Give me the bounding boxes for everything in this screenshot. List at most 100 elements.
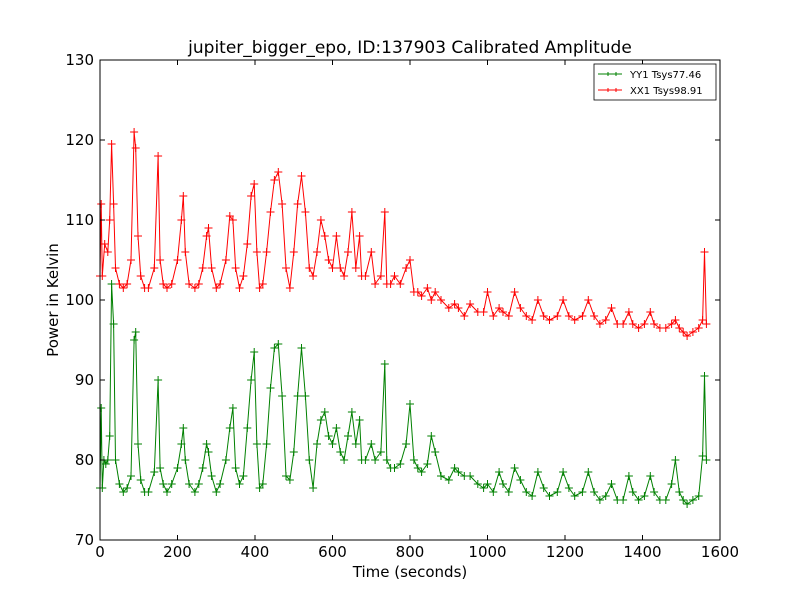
data-point bbox=[247, 376, 256, 384]
series-layer bbox=[96, 128, 711, 508]
data-point bbox=[243, 240, 252, 248]
data-point bbox=[198, 264, 207, 272]
data-point bbox=[228, 216, 237, 224]
data-point bbox=[437, 296, 445, 304]
data-point bbox=[495, 304, 504, 312]
data-point bbox=[324, 256, 333, 264]
data-point bbox=[313, 440, 321, 448]
data-point bbox=[274, 168, 283, 176]
data-point bbox=[522, 312, 531, 320]
y-tick-label: 70 bbox=[75, 531, 94, 549]
data-point bbox=[156, 256, 165, 264]
data-point bbox=[179, 424, 188, 432]
data-point bbox=[255, 484, 264, 492]
data-point bbox=[167, 480, 176, 488]
data-point bbox=[460, 312, 469, 320]
series-line bbox=[99, 283, 707, 505]
data-point bbox=[344, 432, 352, 440]
data-point bbox=[252, 440, 261, 448]
data-point bbox=[559, 296, 568, 304]
data-point bbox=[266, 384, 275, 392]
data-point bbox=[255, 284, 264, 292]
data-point bbox=[590, 312, 599, 320]
data-point bbox=[516, 304, 525, 312]
data-point bbox=[105, 216, 114, 224]
data-point bbox=[344, 248, 352, 256]
data-point bbox=[144, 284, 153, 292]
x-tick-label: 1600 bbox=[701, 543, 739, 561]
data-point bbox=[406, 400, 414, 408]
data-point bbox=[101, 460, 110, 468]
x-tick-label: 800 bbox=[396, 543, 425, 561]
data-point bbox=[194, 480, 203, 488]
data-point bbox=[181, 456, 190, 464]
legend-marker-yy1 bbox=[606, 72, 618, 76]
data-point bbox=[119, 284, 128, 292]
data-point bbox=[578, 312, 587, 320]
data-point bbox=[185, 280, 194, 288]
data-point bbox=[115, 480, 124, 488]
data-point bbox=[417, 292, 426, 300]
data-point bbox=[301, 392, 310, 400]
data-point bbox=[406, 256, 414, 264]
data-point bbox=[105, 432, 114, 440]
data-point bbox=[270, 344, 279, 352]
chart-title: jupiter_bigger_epo, ID:137903 Calibrated… bbox=[187, 38, 632, 58]
data-point bbox=[371, 456, 380, 464]
data-point bbox=[646, 308, 655, 316]
data-point bbox=[97, 200, 106, 208]
y-tick-label: 110 bbox=[65, 211, 94, 229]
data-point bbox=[212, 284, 221, 292]
data-point bbox=[320, 232, 329, 240]
data-point bbox=[282, 264, 290, 272]
data-point bbox=[194, 280, 203, 288]
data-point bbox=[190, 488, 199, 496]
data-point bbox=[698, 316, 707, 324]
data-point bbox=[127, 256, 135, 264]
data-point bbox=[107, 140, 116, 148]
data-point bbox=[204, 224, 213, 232]
data-point bbox=[667, 320, 676, 328]
data-point bbox=[564, 484, 573, 492]
data-point bbox=[688, 496, 697, 504]
data-point bbox=[316, 216, 325, 224]
data-point bbox=[702, 320, 711, 328]
data-point bbox=[450, 300, 459, 308]
data-point bbox=[683, 500, 692, 508]
legend-marker-xx1 bbox=[606, 88, 618, 92]
data-point bbox=[107, 280, 116, 288]
data-point bbox=[367, 440, 376, 448]
data-point bbox=[177, 216, 186, 224]
data-point bbox=[539, 312, 548, 320]
data-point bbox=[553, 312, 562, 320]
x-tick-label: 1200 bbox=[546, 543, 584, 561]
data-point bbox=[564, 312, 573, 320]
data-point bbox=[202, 440, 211, 448]
data-point bbox=[444, 304, 453, 312]
data-point bbox=[225, 424, 234, 432]
data-point bbox=[235, 284, 244, 292]
data-point bbox=[163, 488, 171, 496]
data-point bbox=[694, 324, 703, 332]
data-point bbox=[570, 492, 579, 500]
data-point bbox=[700, 248, 709, 256]
data-point bbox=[390, 272, 399, 280]
data-point bbox=[297, 172, 306, 180]
data-point bbox=[533, 296, 542, 304]
data-point bbox=[380, 360, 389, 368]
data-point bbox=[347, 208, 356, 216]
data-point bbox=[702, 456, 711, 464]
data-point bbox=[159, 480, 168, 488]
data-point bbox=[181, 248, 190, 256]
data-point bbox=[570, 316, 579, 324]
data-point bbox=[483, 288, 492, 296]
data-point bbox=[688, 328, 697, 336]
data-point bbox=[351, 440, 360, 448]
data-point bbox=[301, 208, 310, 216]
data-point bbox=[289, 248, 298, 256]
data-point bbox=[683, 332, 692, 340]
data-point bbox=[305, 456, 314, 464]
data-point bbox=[103, 456, 112, 464]
data-point bbox=[371, 280, 380, 288]
